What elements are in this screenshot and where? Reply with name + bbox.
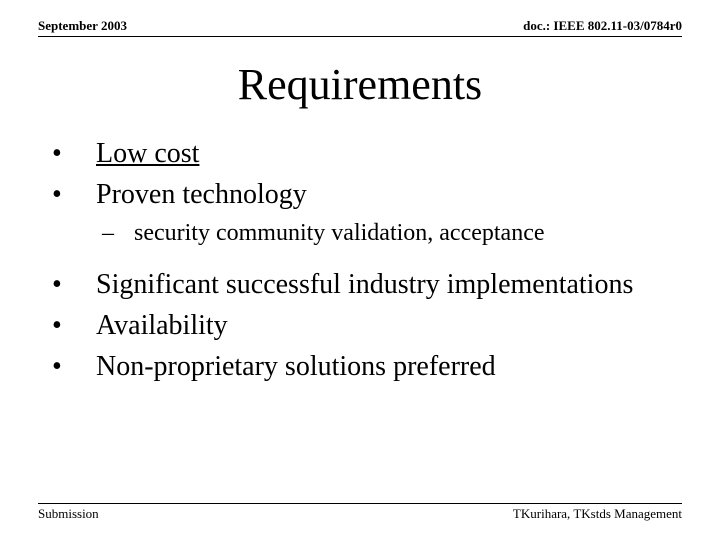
bullet-dot-icon: •	[74, 136, 96, 171]
bullet-dot-icon: •	[74, 308, 96, 343]
bullet-text: Non-proprietary solutions preferred	[96, 351, 496, 382]
bullet-text: Proven technology	[96, 179, 307, 210]
bullet-item: •Significant successful industry impleme…	[74, 267, 662, 302]
header-docref: doc.: IEEE 802.11-03/0784r0	[523, 18, 682, 34]
bullet-dash-icon: –	[118, 218, 134, 249]
bullet-item: •Low cost	[74, 136, 662, 171]
bullet-text: Availability	[96, 310, 228, 341]
footer-right: TKurihara, TKstds Management	[513, 506, 682, 522]
bullet-text: Low cost	[96, 138, 199, 169]
bullet-text: Significant successful industry implemen…	[96, 269, 633, 300]
bullet-dot-icon: •	[74, 177, 96, 212]
footer-rule	[38, 503, 682, 504]
header-rule	[38, 36, 682, 37]
header-date: September 2003	[38, 18, 127, 34]
slide-content: •Low cost •Proven technology –security c…	[0, 136, 720, 384]
slide-title: Requirements	[0, 59, 720, 110]
bullet-dot-icon: •	[74, 267, 96, 302]
slide-header: September 2003 doc.: IEEE 802.11-03/0784…	[0, 0, 720, 36]
bullet-dot-icon: •	[74, 349, 96, 384]
sub-bullet-text: security community validation, acceptanc…	[134, 220, 545, 246]
bullet-item: •Availability	[74, 308, 662, 343]
bullet-item: •Proven technology	[74, 177, 662, 212]
bullet-item: •Non-proprietary solutions preferred	[74, 349, 662, 384]
sub-bullet-item: –security community validation, acceptan…	[118, 218, 662, 249]
footer-left: Submission	[38, 506, 99, 522]
slide-footer: Submission TKurihara, TKstds Management	[0, 503, 720, 522]
